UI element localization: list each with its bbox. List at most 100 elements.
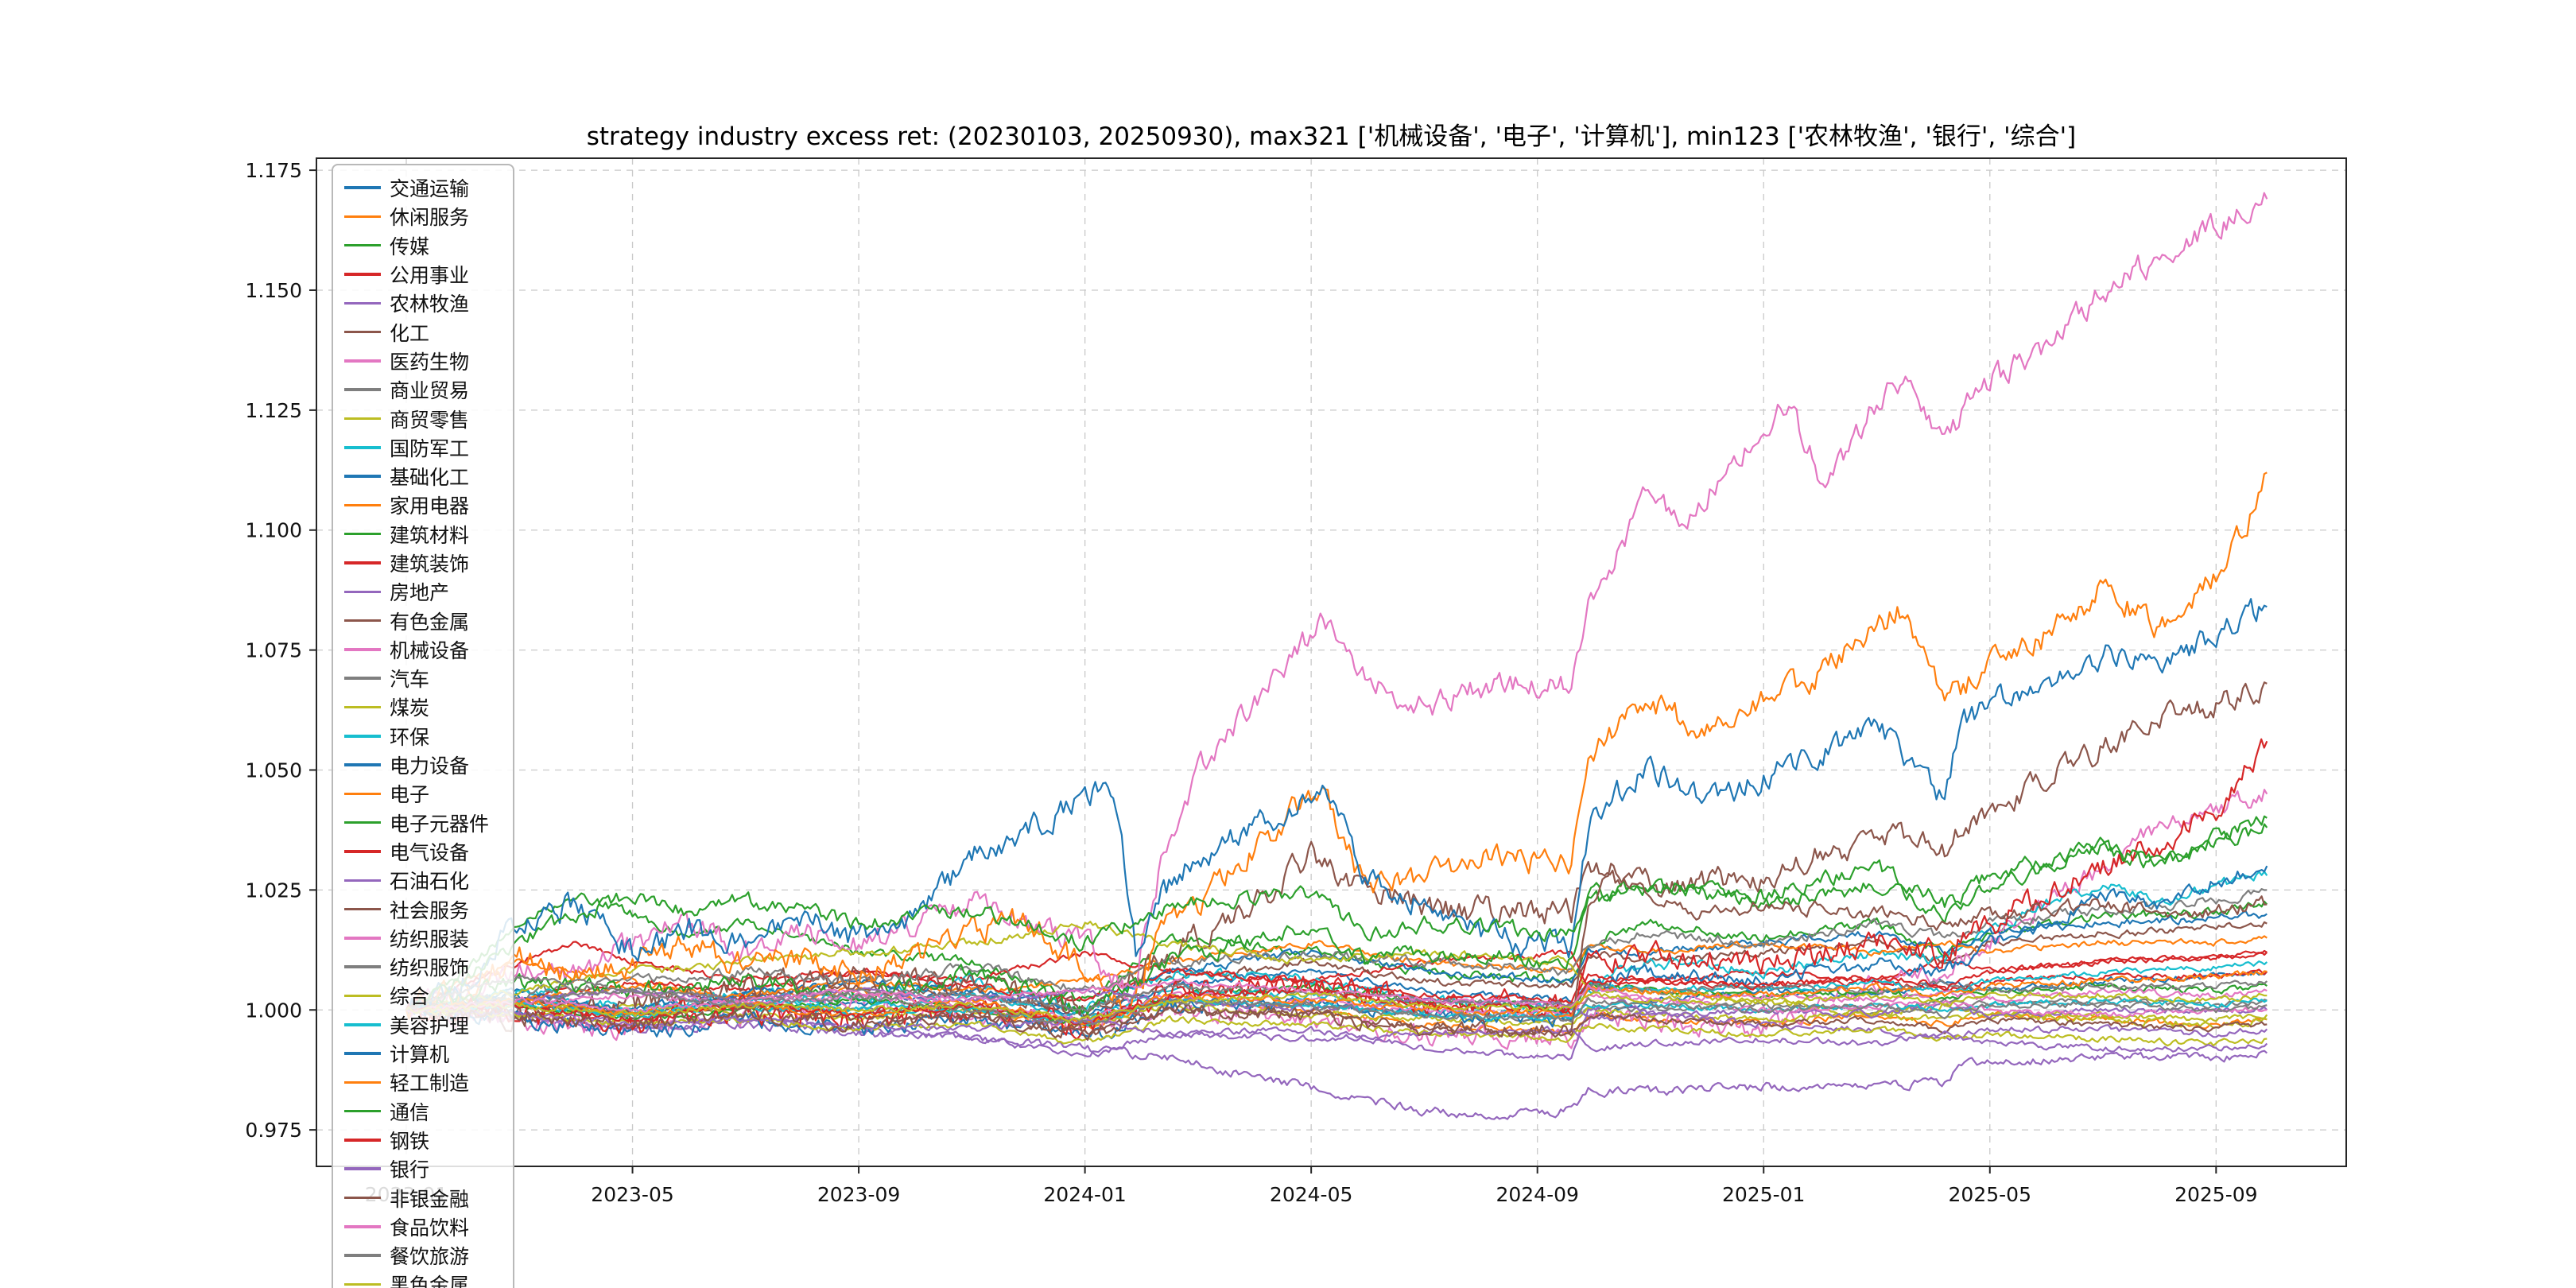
legend-item-机械设备: 机械设备: [344, 635, 502, 664]
legend-line-sample: [344, 965, 381, 968]
legend-label: 钢铁: [390, 1129, 430, 1153]
legend-line-sample: [344, 1196, 381, 1200]
legend-line-sample: [344, 1282, 381, 1286]
legend-label: 综合: [390, 985, 430, 1009]
legend-item-化工: 化工: [344, 317, 502, 346]
legend-label: 电子: [390, 783, 430, 807]
legend-item-综合: 综合: [344, 981, 502, 1010]
legend-line-sample: [344, 475, 381, 478]
legend-line-sample: [344, 1052, 381, 1055]
legend-line-sample: [344, 763, 381, 766]
legend-label: 交通运输: [390, 177, 470, 201]
legend-label: 机械设备: [390, 638, 470, 662]
legend-line-sample: [344, 879, 381, 883]
legend-label: 轻工制造: [390, 1072, 470, 1096]
legend-item-家用电器: 家用电器: [344, 491, 502, 519]
legend-line-sample: [344, 677, 381, 680]
legend-line-sample: [344, 532, 381, 536]
series-line-纺织服饰: [405, 980, 2268, 1013]
chart-title: strategy industry excess ret: (20230103,…: [586, 122, 2077, 151]
legend-item-石油石化: 石油石化: [344, 866, 502, 894]
legend-item-电子: 电子: [344, 779, 502, 808]
legend-label: 有色金属: [390, 610, 470, 634]
legend-item-通信: 通信: [344, 1097, 502, 1126]
legend-line-sample: [344, 1139, 381, 1142]
legend-label: 通信: [390, 1100, 430, 1124]
legend-line-sample: [344, 388, 381, 391]
legend-line-sample: [344, 301, 381, 305]
legend-label: 公用事业: [390, 264, 470, 288]
legend: 交通运输 休闲服务 传媒 公用事业 农林牧渔 化工 医药生物 商业贸易 商贸零售 国防军工 基础化工…: [332, 164, 514, 1288]
legend-line-sample: [344, 215, 381, 219]
legend-item-钢铁: 钢铁: [344, 1126, 502, 1154]
x-tick-label: 2023-05: [591, 1183, 673, 1206]
legend-label: 电力设备: [390, 755, 470, 778]
y-tick-label: 1.050: [245, 758, 302, 782]
legend-label: 国防军工: [390, 436, 470, 460]
legend-line-sample: [344, 937, 381, 940]
legend-item-传媒: 传媒: [344, 231, 502, 260]
series-line-机械设备: [405, 192, 2268, 1019]
series-line-银行: [405, 1007, 2268, 1053]
legend-label: 石油石化: [390, 870, 470, 894]
legend-item-国防军工: 国防军工: [344, 433, 502, 462]
series-line-电子元器件: [405, 815, 2268, 1015]
legend-item-电力设备: 电力设备: [344, 751, 502, 779]
legend-item-商业贸易: 商业贸易: [344, 375, 502, 404]
legend-line-sample: [344, 561, 381, 564]
legend-label: 医药生物: [390, 350, 470, 374]
x-tick-label: 2024-01: [1043, 1183, 1126, 1206]
legend-item-餐饮旅游: 餐饮旅游: [344, 1241, 502, 1270]
legend-label: 化工: [390, 321, 430, 345]
tick-labels: 0.975 1.000 1.025 1.050 1.075 1.100 1.125 1.150…: [245, 159, 2257, 1206]
y-tick-label: 1.000: [245, 999, 302, 1022]
x-tick-label: 2025-01: [1722, 1183, 1805, 1206]
legend-label: 建筑材料: [390, 523, 470, 547]
legend-line-sample: [344, 1109, 381, 1113]
legend-item-商贸零售: 商贸零售: [344, 404, 502, 433]
legend-item-交通运输: 交通运输: [344, 173, 502, 202]
legend-line-sample: [344, 907, 381, 911]
legend-label: 社会服务: [390, 898, 470, 922]
legend-item-有色金属: 有色金属: [344, 606, 502, 634]
legend-label: 电子元器件: [390, 812, 490, 836]
legend-item-电子元器件: 电子元器件: [344, 809, 502, 837]
legend-item-电气设备: 电气设备: [344, 837, 502, 866]
legend-item-黑色金属: 黑色金属: [344, 1270, 502, 1288]
legend-item-食品饮料: 食品饮料: [344, 1212, 502, 1241]
series-line-钢铁: [405, 951, 2268, 1026]
plot-border: [316, 157, 2347, 1167]
y-tick-label: 0.975: [245, 1119, 302, 1142]
legend-label: 银行: [390, 1158, 430, 1182]
series-line-黑色金属: [405, 991, 2268, 1022]
x-tick-label: 2024-05: [1270, 1183, 1352, 1206]
x-tick-label: 2024-09: [1496, 1183, 1578, 1206]
legend-line-sample: [344, 359, 381, 363]
legend-item-轻工制造: 轻工制造: [344, 1068, 502, 1096]
legend-item-计算机: 计算机: [344, 1039, 502, 1068]
y-tick-label: 1.125: [245, 399, 302, 422]
legend-line-sample: [344, 821, 381, 824]
legend-line-sample: [344, 1225, 381, 1228]
x-tick-label: 2023-09: [817, 1183, 900, 1206]
legend-label: 餐饮旅游: [390, 1245, 470, 1269]
series-line-汽车: [405, 888, 2268, 1011]
legend-line-sample: [344, 1080, 381, 1084]
series-line-农林牧渔: [405, 1007, 2268, 1120]
legend-line-sample: [344, 850, 381, 853]
legend-label: 商贸零售: [390, 408, 470, 432]
legend-label: 家用电器: [390, 495, 470, 518]
legend-item-社会服务: 社会服务: [344, 894, 502, 923]
legend-label: 纺织服装: [390, 927, 470, 951]
legend-label: 食品饮料: [390, 1216, 470, 1240]
legend-item-医药生物: 医药生物: [344, 347, 502, 375]
y-tick-label: 1.100: [245, 519, 302, 542]
legend-item-休闲服务: 休闲服务: [344, 202, 502, 231]
legend-label: 汽车: [390, 668, 430, 692]
legend-item-煤炭: 煤炭: [344, 692, 502, 721]
legend-label: 休闲服务: [390, 206, 470, 230]
y-tick-label: 1.175: [245, 159, 302, 182]
legend-line-sample: [344, 417, 381, 421]
legend-label: 基础化工: [390, 466, 470, 490]
